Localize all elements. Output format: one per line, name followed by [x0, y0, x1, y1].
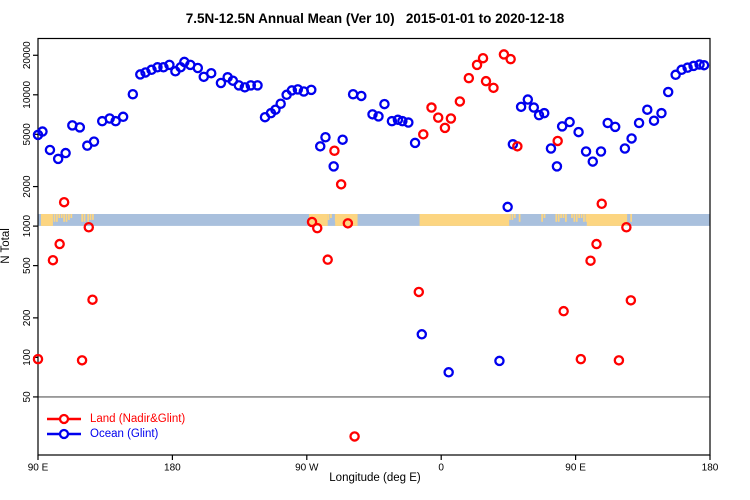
svg-text:1000: 1000 [22, 215, 33, 238]
legend-ocean-marker-icon [47, 428, 81, 440]
legend-item-land: Land (Nadir&Glint) [46, 412, 185, 426]
svg-text:20000: 20000 [22, 41, 33, 69]
legend-item-ocean: Ocean (Glint) [46, 427, 185, 441]
legend-land-marker-icon [47, 413, 81, 425]
svg-text:2000: 2000 [22, 175, 33, 198]
svg-text:5000: 5000 [22, 123, 33, 146]
svg-text:200: 200 [22, 309, 33, 326]
svg-text:100: 100 [22, 349, 33, 366]
svg-text:50: 50 [22, 391, 33, 403]
svg-text:500: 500 [22, 257, 33, 274]
legend-label-land: Land (Nadir&Glint) [90, 413, 186, 425]
svg-text:90 E: 90 E [28, 463, 49, 474]
svg-text:10000: 10000 [22, 80, 33, 108]
svg-text:180: 180 [164, 463, 181, 474]
svg-text:90 E: 90 E [565, 463, 586, 474]
legend: Land (Nadir&Glint) Ocean (Glint) [46, 412, 185, 441]
svg-text:0: 0 [438, 463, 444, 474]
legend-label-ocean: Ocean (Glint) [90, 428, 159, 440]
x-axis-title: Longitude (deg E) [329, 472, 421, 484]
svg-text:90 W: 90 W [295, 463, 319, 474]
chart-title: 7.5N-12.5N Annual Mean (Ver 10) 2015-01-… [185, 11, 565, 26]
svg-text:180: 180 [702, 463, 719, 474]
